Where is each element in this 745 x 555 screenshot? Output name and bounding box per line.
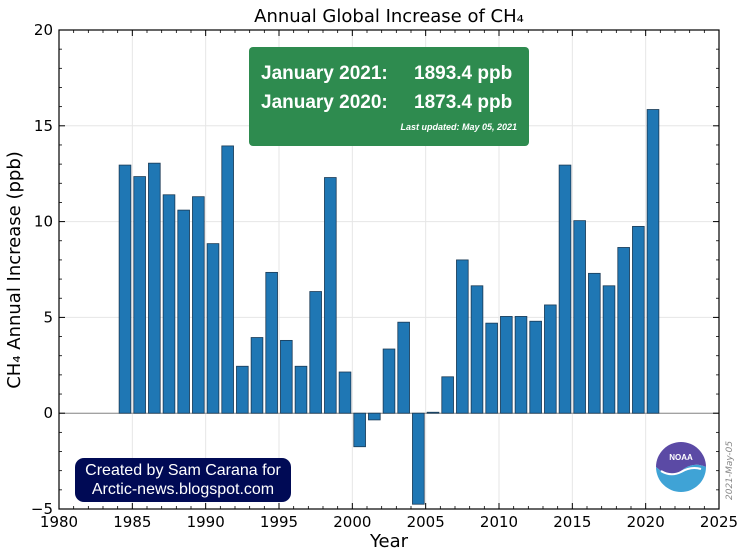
- plot-frame: [58, 29, 720, 510]
- y-tick-label: 20: [34, 21, 53, 39]
- x-tick-label: 1980: [40, 513, 78, 531]
- bar-1997: [309, 291, 322, 414]
- bar-1999: [338, 371, 352, 414]
- bar-1998: [324, 177, 337, 414]
- bar-2006: [441, 376, 454, 414]
- bar-2017: [602, 285, 616, 414]
- x-tick-label: 2020: [627, 513, 665, 531]
- bar-2001: [368, 412, 381, 421]
- noaa-logo-icon: NOAA: [656, 442, 706, 492]
- info-row-2020-value: 1873.4 ppb: [414, 92, 513, 113]
- bar-2010: [500, 316, 513, 414]
- bar-2020: [646, 109, 660, 414]
- bar-2004: [412, 412, 425, 505]
- bar-1987: [162, 194, 176, 414]
- bar-1989: [192, 196, 205, 414]
- bar-1984: [118, 164, 132, 414]
- bar-2013: [544, 304, 557, 414]
- y-tick-label: 0: [43, 404, 53, 422]
- bar-2007: [456, 259, 469, 414]
- bar-2018: [617, 247, 630, 414]
- x-tick-label: 1995: [260, 513, 298, 531]
- info-row-2021: January 2021: 1893.4 ppb: [261, 63, 512, 85]
- credit-line-2: Arctic-news.blogspot.com: [91, 481, 275, 498]
- bar-2011: [514, 316, 528, 414]
- x-tick-label: 2010: [480, 513, 518, 531]
- y-tick-label: −5: [31, 500, 53, 518]
- bar-2000: [353, 412, 366, 448]
- date-stamp: 2021-May-05: [725, 440, 735, 500]
- bar-1996: [294, 365, 308, 414]
- bar-2002: [382, 348, 396, 414]
- bar-2016: [588, 272, 601, 414]
- info-row-2021-label: January 2021:: [261, 63, 388, 84]
- info-row-2020-label: January 2020:: [261, 92, 388, 113]
- last-updated-text: Last updated: May 05, 2021: [400, 122, 517, 132]
- bar-1995: [280, 339, 293, 414]
- latest-values-box: January 2021: 1893.4 ppb January 2020: 1…: [249, 47, 529, 146]
- x-axis-title: Year: [369, 531, 409, 552]
- y-tick-label: 10: [34, 213, 53, 231]
- bar-1994: [265, 271, 278, 414]
- bar-2015: [573, 220, 586, 414]
- bar-1992: [236, 365, 249, 414]
- x-tick-label: 1985: [113, 513, 151, 531]
- bar-2019: [632, 225, 645, 414]
- bar-2005: [426, 411, 440, 414]
- x-tick-label: 2005: [407, 513, 445, 531]
- bars: [118, 109, 660, 505]
- x-tick-label: 2015: [553, 513, 591, 531]
- bar-2008: [470, 285, 484, 414]
- credit-box: Created by Sam Carana for Arctic-news.bl…: [75, 458, 291, 502]
- y-axis-title: CH₄ Annual Increase (ppb): [4, 151, 25, 389]
- bar-2014: [558, 164, 572, 414]
- info-row-2021-value: 1893.4 ppb: [414, 63, 513, 84]
- bar-1988: [177, 209, 190, 414]
- bar-2003: [397, 321, 410, 414]
- x-tick-label: 2025: [700, 513, 738, 531]
- y-tick-label: 15: [34, 117, 53, 135]
- ticks: 1980 1985 1990 1995 2000 2005 2010 2015 2020 2025…: [31, 21, 738, 531]
- x-tick-label: 2000: [333, 513, 371, 531]
- bar-1993: [250, 337, 264, 414]
- y-tick-label: 5: [43, 308, 53, 326]
- bar-2012: [529, 320, 542, 414]
- bar-1985: [133, 176, 146, 414]
- info-row-2020: January 2020: 1873.4 ppb: [261, 92, 512, 114]
- bar-2009: [485, 322, 498, 414]
- bar-1991: [221, 145, 234, 414]
- chart-title: Annual Global Increase of CH₄: [254, 6, 524, 27]
- bar-1986: [148, 162, 161, 414]
- credit-line-1: Created by Sam Carana for: [85, 462, 281, 479]
- x-tick-label: 1990: [187, 513, 225, 531]
- svg-text:NOAA: NOAA: [669, 453, 693, 462]
- bar-1990: [206, 243, 220, 414]
